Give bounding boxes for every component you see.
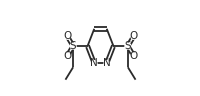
Circle shape (130, 53, 136, 58)
Text: S: S (124, 41, 131, 51)
Circle shape (130, 34, 136, 39)
Text: O: O (129, 51, 137, 61)
Text: O: O (63, 51, 71, 61)
Text: S: S (69, 41, 76, 51)
Text: O: O (63, 31, 71, 41)
Text: N: N (90, 58, 98, 68)
Circle shape (124, 43, 130, 49)
Circle shape (64, 34, 70, 39)
Text: N: N (102, 58, 110, 68)
Circle shape (70, 43, 76, 49)
Circle shape (104, 61, 109, 66)
Text: O: O (129, 31, 137, 41)
Circle shape (64, 53, 70, 58)
Circle shape (91, 61, 96, 66)
